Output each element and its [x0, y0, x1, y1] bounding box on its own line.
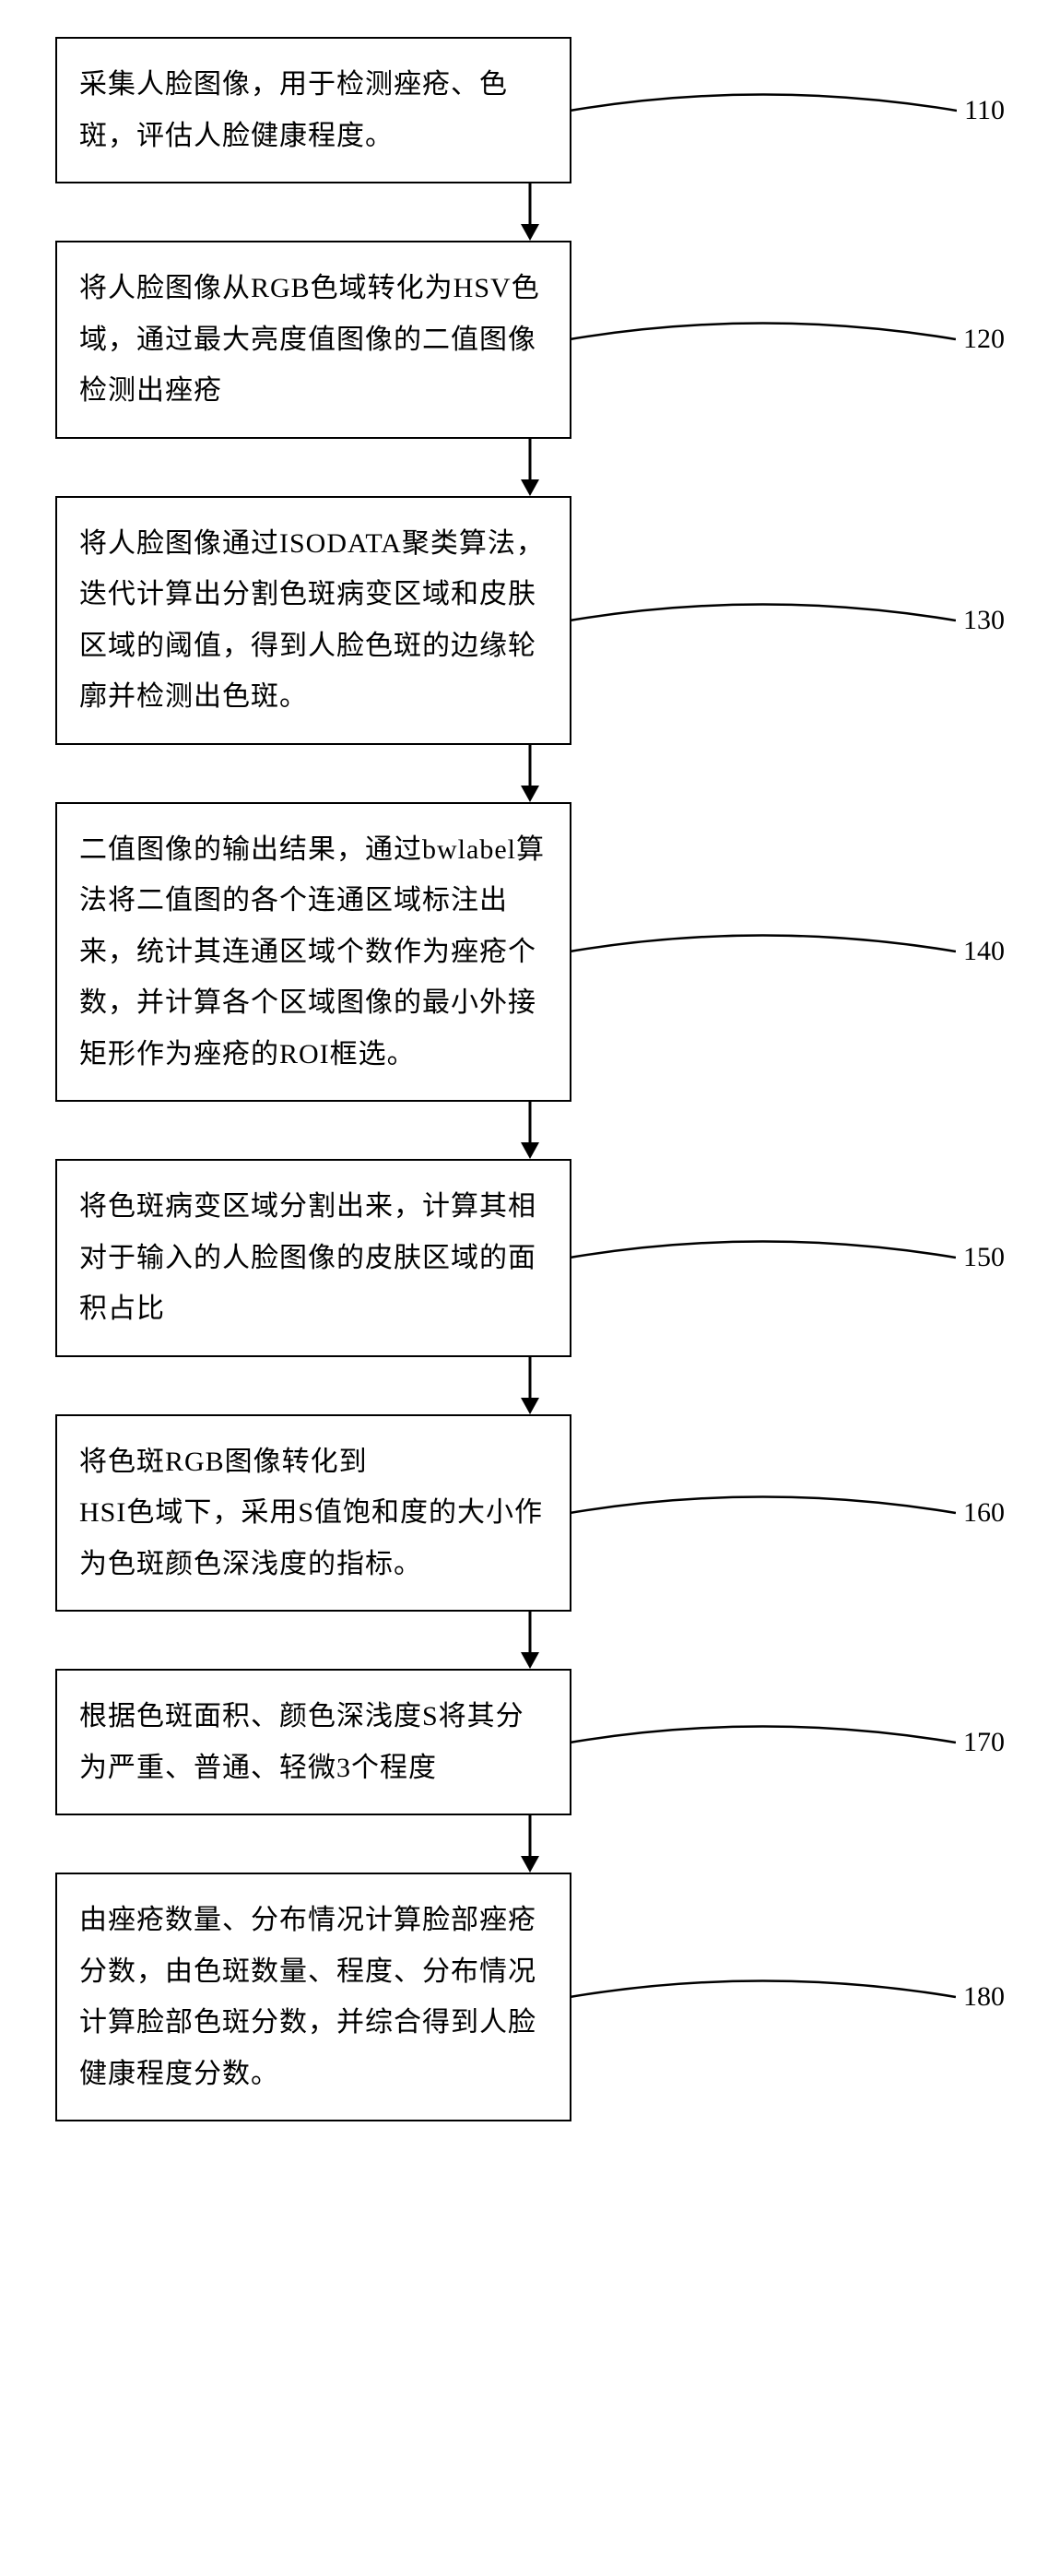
step-text: 二值图像的输出结果，通过bwlabel算法将二值图的各个连通区域标注出来，统计其…: [79, 834, 545, 1069]
step-box-110: 采集人脸图像，用于检测痤疮、色斑，评估人脸健康程度。: [55, 37, 571, 183]
step-text: 将人脸图像通过ISODATA聚类算法，迭代计算出分割色斑病变区域和皮肤区域的阈值…: [79, 528, 545, 713]
step-row: 将色斑病变区域分割出来，计算其相对于输入的人脸图像的皮肤区域的面积占比 150: [55, 1159, 1005, 1357]
flowchart-container: 采集人脸图像，用于检测痤疮、色斑，评估人脸健康程度。 110 将人脸图像从RGB…: [55, 37, 1005, 2121]
step-box-120: 将人脸图像从RGB色域转化为HSV色域，通过最大亮度值图像的二值图像检测出痤疮: [55, 241, 571, 439]
step-label-110: 110: [964, 95, 1005, 126]
arrow-down: [272, 1815, 788, 1873]
step-row: 采集人脸图像，用于检测痤疮、色斑，评估人脸健康程度。 110: [55, 37, 1005, 183]
step-text: 将色斑RGB图像转化到HSI色域下，采用S值饱和度的大小作为色斑颜色深浅度的指标…: [79, 1447, 543, 1579]
step-row: 将人脸图像通过ISODATA聚类算法，迭代计算出分割色斑病变区域和皮肤区域的阈值…: [55, 496, 1005, 745]
connector-line: [570, 1969, 956, 2025]
step-row: 由痤疮数量、分布情况计算脸部痤疮分数，由色斑数量、程度、分布情况计算脸部色斑分数…: [55, 1873, 1005, 2121]
step-label-130: 130: [963, 605, 1005, 636]
step-box-150: 将色斑病变区域分割出来，计算其相对于输入的人脸图像的皮肤区域的面积占比: [55, 1159, 571, 1357]
step-label-140: 140: [963, 936, 1005, 967]
arrow-down: [272, 1612, 788, 1669]
step-label-120: 120: [963, 324, 1005, 355]
step-box-180: 由痤疮数量、分布情况计算脸部痤疮分数，由色斑数量、程度、分布情况计算脸部色斑分数…: [55, 1873, 571, 2121]
step-text: 将色斑病变区域分割出来，计算其相对于输入的人脸图像的皮肤区域的面积占比: [79, 1191, 536, 1324]
step-box-170: 根据色斑面积、颜色深浅度S将其分为严重、普通、轻微3个程度: [55, 1669, 571, 1815]
step-row: 二值图像的输出结果，通过bwlabel算法将二值图的各个连通区域标注出来，统计其…: [55, 802, 1005, 1103]
step-row: 将色斑RGB图像转化到HSI色域下，采用S值饱和度的大小作为色斑颜色深浅度的指标…: [55, 1414, 1005, 1613]
step-text: 采集人脸图像，用于检测痤疮、色斑，评估人脸健康程度。: [79, 69, 508, 151]
connector-line: [570, 593, 956, 648]
step-text: 由痤疮数量、分布情况计算脸部痤疮分数，由色斑数量、程度、分布情况计算脸部色斑分数…: [79, 1905, 536, 2089]
connector-line: [570, 1230, 956, 1285]
connector-line: [570, 1715, 956, 1770]
step-label-160: 160: [963, 1497, 1005, 1529]
connector-line: [570, 312, 956, 367]
connector-line: [570, 83, 957, 138]
step-box-130: 将人脸图像通过ISODATA聚类算法，迭代计算出分割色斑病变区域和皮肤区域的阈值…: [55, 496, 571, 745]
arrow-down: [272, 439, 788, 496]
arrow-down: [272, 183, 788, 241]
step-text: 根据色斑面积、颜色深浅度S将其分为严重、普通、轻微3个程度: [79, 1701, 524, 1783]
step-row: 将人脸图像从RGB色域转化为HSV色域，通过最大亮度值图像的二值图像检测出痤疮 …: [55, 241, 1005, 439]
connector-line: [570, 924, 956, 979]
step-label-150: 150: [963, 1242, 1005, 1273]
arrow-down: [272, 745, 788, 802]
step-text: 将人脸图像从RGB色域转化为HSV色域，通过最大亮度值图像的二值图像检测出痤疮: [79, 273, 540, 406]
connector-line: [570, 1485, 956, 1541]
arrow-down: [272, 1357, 788, 1414]
step-label-170: 170: [963, 1727, 1005, 1758]
step-box-140: 二值图像的输出结果，通过bwlabel算法将二值图的各个连通区域标注出来，统计其…: [55, 802, 571, 1103]
step-row: 根据色斑面积、颜色深浅度S将其分为严重、普通、轻微3个程度 170: [55, 1669, 1005, 1815]
arrow-down: [272, 1102, 788, 1159]
step-label-180: 180: [963, 1981, 1005, 2013]
step-box-160: 将色斑RGB图像转化到HSI色域下，采用S值饱和度的大小作为色斑颜色深浅度的指标…: [55, 1414, 571, 1613]
